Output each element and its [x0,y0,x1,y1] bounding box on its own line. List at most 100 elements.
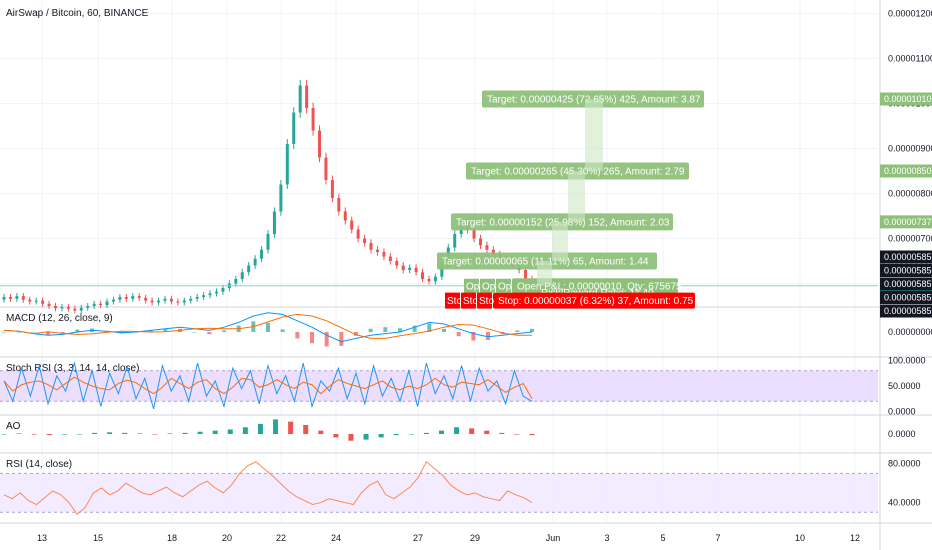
macd-hist-bar [354,332,358,336]
open-mini-label: Op [466,281,480,292]
pane-title: MACD (12, 26, close, 9) [6,313,113,324]
candle-body [169,298,173,302]
ao-bar [242,427,248,434]
candle-body [105,301,109,306]
ao-bar [393,434,399,436]
candle-body [472,229,476,239]
ao-bar [257,423,263,434]
ao-bar [122,432,128,434]
candle-body [343,211,347,221]
candle-body [240,272,244,279]
stop-mini-box[interactable] [445,292,460,309]
candle-body [453,234,457,248]
stop-box[interactable] [493,292,695,309]
candle-body [485,245,489,250]
ao-bar [152,434,158,435]
macd-hist-bar [456,332,461,337]
ao-bar [333,434,339,438]
macd-hist-bar [368,328,373,332]
candle-body [214,291,218,294]
pane-y-tick: 50.0000 [888,381,921,391]
candle-body [388,256,392,261]
open-mini-box[interactable] [496,278,511,293]
pane-title: RSI (14, close) [6,459,72,470]
price-tag [880,92,932,106]
stop-mini-box[interactable] [477,292,492,309]
candle-body [298,85,302,113]
candle-body [157,300,161,303]
candle-body [272,211,276,234]
candle-body [324,157,328,180]
candle-body [382,252,386,257]
candle-body [253,258,257,266]
ao-bar [76,434,82,435]
x-tick-label: 22 [276,533,286,543]
price-tag [880,250,932,264]
macd-hist-bar [471,332,476,341]
candle-body [375,249,379,252]
candle-body [28,299,32,302]
rsi-line [3,460,533,515]
y-tick-label: 0.00001200 [888,9,932,19]
candle-body [176,301,180,303]
pane-title: AO [6,421,21,432]
price-tag [880,291,932,304]
price-tag-label: 0.00000585 [884,293,932,303]
candle-body [47,303,51,306]
ao-bar [182,432,188,434]
open-mini-box[interactable] [480,278,495,293]
macd-hist-bar [222,330,226,332]
stop-mini-box[interactable] [461,292,476,309]
macd-hist-bar [163,329,168,332]
ao-bar [197,431,203,434]
candle-body [421,272,425,279]
ao-bar [167,433,173,434]
candle-body [247,265,251,273]
open-box[interactable] [512,278,678,294]
ao-bar [348,434,354,441]
ao-bar [16,433,22,434]
ao-bar [227,429,233,434]
candle-body [260,249,264,259]
x-tick-label: 5 [660,533,665,543]
macd-hist-bar [280,329,285,332]
chart-title: AirSwap / Bitcoin, 60, BINANCE [6,8,149,19]
macd-hist-bar [16,332,21,333]
macd-hist-bar [310,332,314,344]
candle-body [137,296,141,298]
ao-bar [46,434,52,436]
x-tick-label: 20 [222,533,232,543]
pane-y-tick: 100.0000 [888,356,926,366]
pane-y-tick: 0.00000000 [888,327,932,337]
x-tick-label: 15 [93,533,103,543]
ao-bar [303,425,309,434]
candle-body [337,198,341,212]
candle-body [163,298,167,301]
ao-bar [484,430,490,434]
open-mini-box[interactable] [464,278,479,293]
ao-bar [499,432,505,434]
ao-bar [363,434,369,440]
macd-hist-bar [75,329,80,332]
ao-bar [438,430,444,434]
stop-mini-label: Sto [447,296,462,307]
macd-hist-bar [530,328,534,332]
candle-body [34,300,38,302]
macd-hist-bar [2,332,6,333]
macd-hist-bar [515,330,520,332]
candle-body [2,297,6,300]
candle-body [208,293,212,296]
macd-hist-bar [383,327,388,332]
candle-body [491,249,495,255]
price-tag-label: 0.00001010 [884,94,932,104]
macd-line [3,312,533,343]
candle-body [311,108,315,131]
open-mini-label: Op [482,281,496,292]
candle-body [478,238,482,246]
candle-body [363,238,367,243]
price-tag-label: 0.00000585 [884,252,932,262]
candle-body [8,297,12,299]
x-tick-label: 29 [470,533,480,543]
candle-body [124,297,128,299]
